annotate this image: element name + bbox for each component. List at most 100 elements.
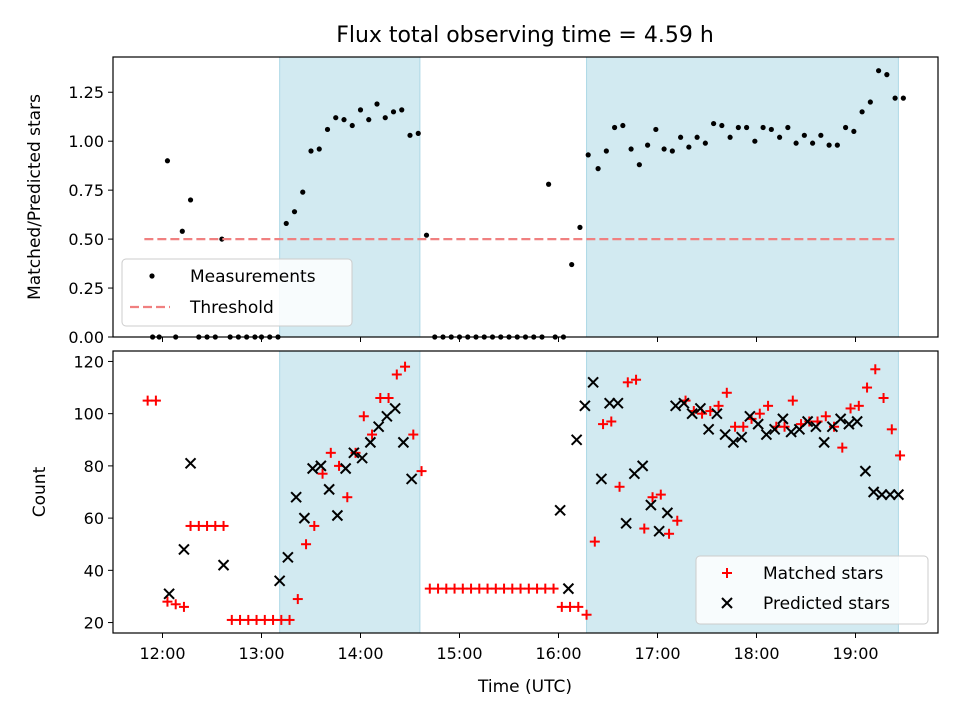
measurement-point bbox=[843, 124, 849, 131]
measurement-point bbox=[744, 124, 750, 131]
legend-box bbox=[121, 258, 353, 327]
y-tick-label: 20 bbox=[84, 614, 104, 633]
y-tick-label: 0.75 bbox=[68, 181, 104, 200]
top-panel: 0.00 0.25 0.50 0.75 1.00 1.25 Matched/Predict… bbox=[25, 56, 939, 347]
predicted-star-point bbox=[669, 400, 682, 412]
predicted-star-point bbox=[323, 483, 335, 496]
measurement-point bbox=[341, 117, 347, 123]
measurement-point bbox=[892, 95, 898, 101]
predicted-star-point bbox=[372, 421, 385, 433]
y-tick-label: 120 bbox=[73, 352, 104, 371]
measurement-point bbox=[179, 228, 185, 234]
measurement-point bbox=[694, 134, 700, 140]
matched-star-point bbox=[317, 468, 328, 479]
measurement-point bbox=[859, 109, 865, 115]
measurement-point bbox=[686, 144, 692, 150]
matched-star-point bbox=[787, 395, 798, 406]
predicted-star-point bbox=[686, 407, 698, 420]
y-tick-label: 1.25 bbox=[68, 83, 104, 102]
predicted-star-point bbox=[843, 418, 855, 430]
y-tick-label: 0.50 bbox=[68, 230, 104, 249]
matched-star-point bbox=[721, 387, 732, 398]
predicted-star-point bbox=[785, 426, 797, 438]
measurement-point bbox=[785, 124, 791, 131]
measurement-point bbox=[719, 122, 725, 129]
measurement-point bbox=[636, 162, 642, 168]
matched-star-point bbox=[548, 583, 559, 594]
measurement-point bbox=[628, 146, 634, 152]
predicted-star-point bbox=[612, 397, 624, 409]
predicted-star-point bbox=[331, 509, 344, 522]
predicted-star-point bbox=[653, 525, 665, 537]
predicted-star-point bbox=[178, 543, 190, 556]
predicted-star-point bbox=[661, 507, 674, 519]
measurement-point bbox=[407, 132, 413, 138]
measurement-point bbox=[834, 142, 840, 148]
matched-star-point bbox=[664, 528, 675, 539]
predicted-star-point bbox=[315, 460, 327, 472]
measurement-point bbox=[867, 99, 873, 105]
measurement-point bbox=[678, 134, 684, 140]
measurement-point bbox=[399, 107, 405, 113]
shaded-interval bbox=[586, 56, 899, 338]
measurement-point bbox=[291, 209, 298, 215]
predicted-star-point bbox=[348, 447, 360, 459]
y-tick-label: 0.00 bbox=[68, 328, 104, 347]
matched-star-point bbox=[162, 596, 173, 607]
matched-star-point bbox=[170, 599, 181, 610]
predicted-star-point bbox=[810, 421, 822, 433]
predicted-star-point bbox=[694, 402, 707, 415]
measurement-point bbox=[219, 236, 225, 242]
predicted-star-point bbox=[273, 575, 286, 587]
matched-star-point bbox=[581, 609, 592, 620]
predicted-star-point bbox=[579, 400, 591, 412]
predicted-star-point bbox=[397, 436, 410, 449]
measurement-point bbox=[727, 134, 733, 140]
measurement-point bbox=[546, 181, 552, 187]
matched-star-point bbox=[178, 601, 189, 612]
predicted-star-point bbox=[867, 486, 880, 498]
legend-label-threshold: Threshold bbox=[189, 298, 274, 318]
matched-star-point bbox=[391, 369, 402, 380]
legend-label-measurements: Measurements bbox=[190, 267, 316, 287]
legend-box bbox=[695, 555, 929, 625]
matched-star-point bbox=[573, 601, 584, 612]
measurement-point bbox=[801, 132, 807, 138]
bottom-x-axis-label: Time (UTC) bbox=[477, 677, 572, 697]
measurement-point bbox=[810, 140, 816, 146]
top-y-axis: 0.00 0.25 0.50 0.75 1.00 1.25 bbox=[68, 83, 113, 347]
measurement-point bbox=[612, 124, 618, 131]
predicted-star-point bbox=[620, 517, 632, 530]
measurement-point bbox=[366, 117, 372, 123]
predicted-star-point bbox=[752, 418, 764, 430]
matched-star-point bbox=[622, 377, 633, 388]
predicted-star-point bbox=[217, 559, 230, 571]
predicted-star-point bbox=[760, 428, 773, 441]
measurement-point bbox=[308, 148, 314, 154]
matched-star-point bbox=[284, 614, 295, 625]
measurement-point bbox=[702, 140, 708, 146]
measurement-point bbox=[390, 109, 397, 115]
predicted-star-point bbox=[306, 462, 319, 475]
matched-star-point bbox=[639, 523, 650, 534]
predicted-star-point bbox=[645, 499, 657, 511]
predicted-star-point bbox=[282, 551, 294, 563]
bottom-axes-frame bbox=[112, 350, 939, 634]
y-tick-label: 60 bbox=[84, 509, 104, 528]
measurement-point bbox=[900, 95, 906, 101]
y-tick-label: 80 bbox=[84, 457, 104, 476]
predicted-star-point bbox=[768, 423, 781, 436]
predicted-star-point bbox=[702, 423, 715, 436]
matched-star-point bbox=[408, 429, 419, 440]
top-y-axis-label: Matched/Predicted stars bbox=[25, 94, 45, 300]
predicted-star-point bbox=[727, 436, 740, 449]
measurement-point bbox=[711, 120, 717, 127]
matched-star-point bbox=[342, 492, 353, 503]
measurement-point bbox=[357, 107, 364, 113]
predicted-star-point bbox=[405, 473, 418, 485]
matched-star-point bbox=[350, 447, 361, 458]
measurement-point bbox=[760, 124, 766, 131]
y-tick-label: 40 bbox=[84, 561, 104, 580]
matched-star-point bbox=[878, 393, 889, 403]
matched-star-point bbox=[325, 447, 336, 458]
